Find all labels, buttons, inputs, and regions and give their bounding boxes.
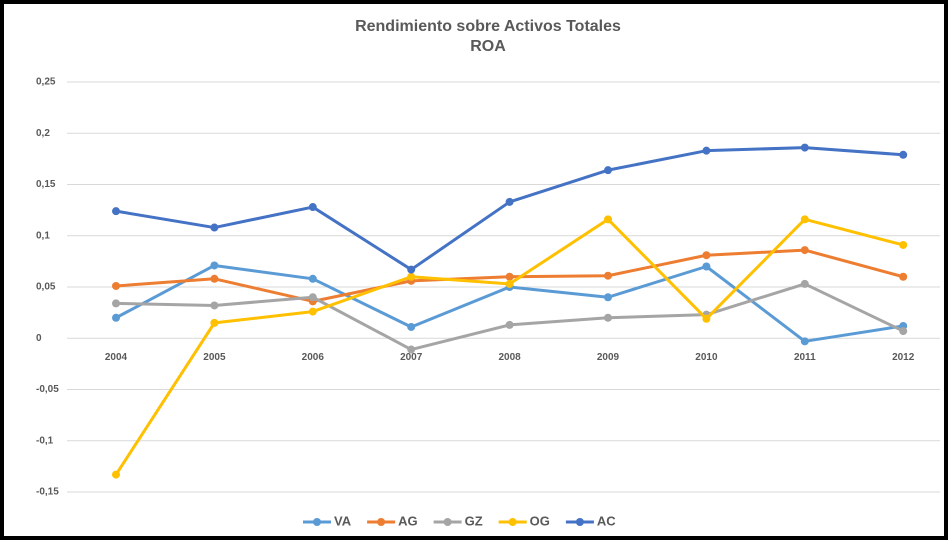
point — [505, 272, 514, 281]
point — [702, 251, 711, 260]
x-tick-label: 2012 — [892, 352, 915, 363]
point — [604, 293, 612, 302]
point — [899, 240, 908, 249]
legend-marker — [575, 518, 584, 526]
chart-subtitle: ROA — [470, 38, 506, 55]
point — [308, 307, 317, 316]
legend-marker — [508, 518, 517, 526]
point — [800, 215, 809, 224]
point — [800, 337, 809, 346]
legend-marker — [443, 518, 452, 526]
point — [899, 272, 908, 281]
point — [800, 143, 809, 152]
point — [308, 203, 317, 212]
point — [308, 274, 317, 283]
point — [505, 320, 514, 329]
point — [899, 327, 908, 336]
point — [112, 470, 120, 479]
y-tick-label: 0,15 — [36, 179, 56, 190]
x-tick-label: 2004 — [105, 352, 128, 363]
x-tick-label: 2011 — [794, 352, 816, 363]
point — [308, 293, 317, 302]
point — [112, 299, 120, 308]
point — [210, 318, 219, 327]
y-tick-label: 0,2 — [36, 128, 50, 139]
point — [407, 265, 416, 274]
y-tick-label: 0,1 — [36, 230, 50, 241]
point — [210, 274, 219, 283]
legend-label: AG — [398, 513, 418, 528]
x-tick-label: 2008 — [498, 352, 521, 363]
point — [702, 262, 711, 271]
point — [407, 322, 416, 331]
x-tick-label: 2006 — [302, 352, 325, 363]
legend-label: OG — [530, 513, 550, 528]
point — [702, 146, 711, 155]
point — [604, 313, 612, 322]
y-tick-label: -0,05 — [36, 384, 59, 395]
y-tick-label: -0,1 — [36, 435, 54, 446]
chart-title: Rendimiento sobre Activos Totales — [355, 18, 621, 35]
point — [112, 313, 120, 322]
x-tick-label: 2007 — [400, 352, 423, 363]
point — [604, 215, 612, 224]
point — [800, 246, 809, 255]
y-tick-label: 0,25 — [36, 77, 56, 88]
point — [702, 314, 711, 323]
point — [112, 207, 120, 216]
legend-label: VA — [334, 513, 352, 528]
x-tick-label: 2005 — [203, 352, 226, 363]
point — [407, 272, 416, 281]
point — [112, 281, 120, 290]
point — [604, 166, 612, 175]
y-tick-label: -0,15 — [36, 487, 59, 498]
point — [800, 279, 809, 288]
y-tick-label: 0,05 — [36, 282, 56, 293]
point — [210, 223, 219, 232]
point — [899, 150, 908, 159]
legend-marker — [313, 518, 321, 526]
point — [604, 271, 612, 280]
point — [210, 261, 219, 270]
legend-label: GZ — [465, 513, 483, 528]
legend-marker — [377, 518, 386, 526]
point — [407, 345, 416, 354]
point — [505, 197, 514, 206]
point — [505, 279, 514, 288]
x-tick-label: 2010 — [695, 352, 718, 363]
legend-label: AC — [597, 513, 616, 528]
x-tick-label: 2009 — [597, 352, 620, 363]
point — [210, 301, 219, 310]
y-tick-label: 0 — [36, 333, 42, 344]
